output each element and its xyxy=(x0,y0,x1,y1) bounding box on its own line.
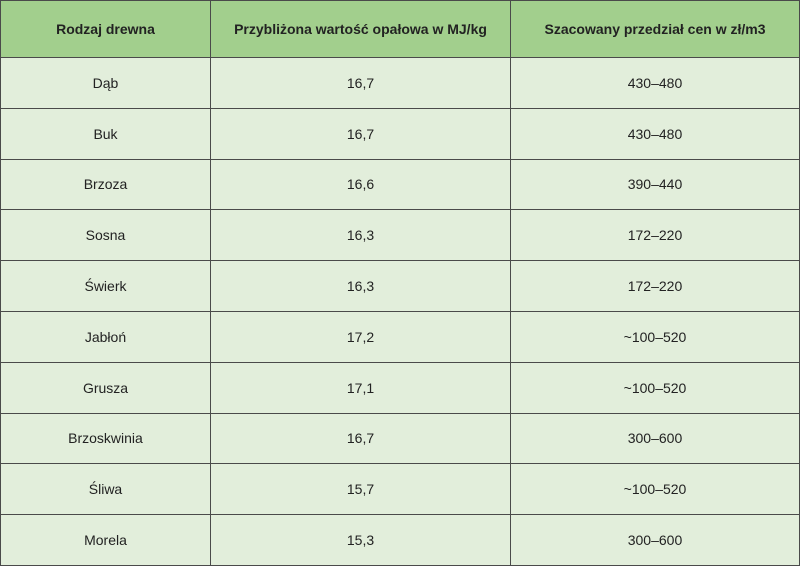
table-cell: Sosna xyxy=(1,210,210,261)
table-cell: 16,7 xyxy=(211,58,510,108)
table-cell: 430–480 xyxy=(511,108,799,159)
table-cell: Dąb xyxy=(1,58,210,108)
table-cell: 300–600 xyxy=(511,515,799,565)
table-cell: 15,7 xyxy=(211,464,510,515)
table-cell: Śliwa xyxy=(1,464,210,515)
table-cell: 430–480 xyxy=(511,58,799,108)
table-cell: 300–600 xyxy=(511,413,799,464)
table-cell: 16,7 xyxy=(211,108,510,159)
table-cell: 172–220 xyxy=(511,261,799,311)
table-cell: Świerk xyxy=(1,261,210,311)
table-cell: ~100–520 xyxy=(511,362,799,413)
table-cell: 16,3 xyxy=(211,210,510,261)
table-cell: ~100–520 xyxy=(511,464,799,515)
table-cell: 16,7 xyxy=(211,413,510,464)
header-cell: Rodzaj drewna xyxy=(1,1,210,57)
table-cell: Grusza xyxy=(1,362,210,413)
table-cell: Morela xyxy=(1,515,210,565)
table-cell: ~100–520 xyxy=(511,311,799,362)
table-cell: 17,2 xyxy=(211,311,510,362)
table-cell: 172–220 xyxy=(511,210,799,261)
table-cell: Jabłoń xyxy=(1,311,210,362)
table-cell: Buk xyxy=(1,108,210,159)
table-cell: Brzoza xyxy=(1,159,210,210)
header-cell: Przybliżona wartość opałowa w MJ/kg xyxy=(211,1,510,57)
table-cell: 390–440 xyxy=(511,159,799,210)
table-cell: 17,1 xyxy=(211,362,510,413)
table-cell: 15,3 xyxy=(211,515,510,565)
table-cell: Brzoskwinia xyxy=(1,413,210,464)
header-cell: Szacowany przedział cen w zł/m3 xyxy=(511,1,799,57)
table-cell: 16,6 xyxy=(211,159,510,210)
table-cell: 16,3 xyxy=(211,261,510,311)
